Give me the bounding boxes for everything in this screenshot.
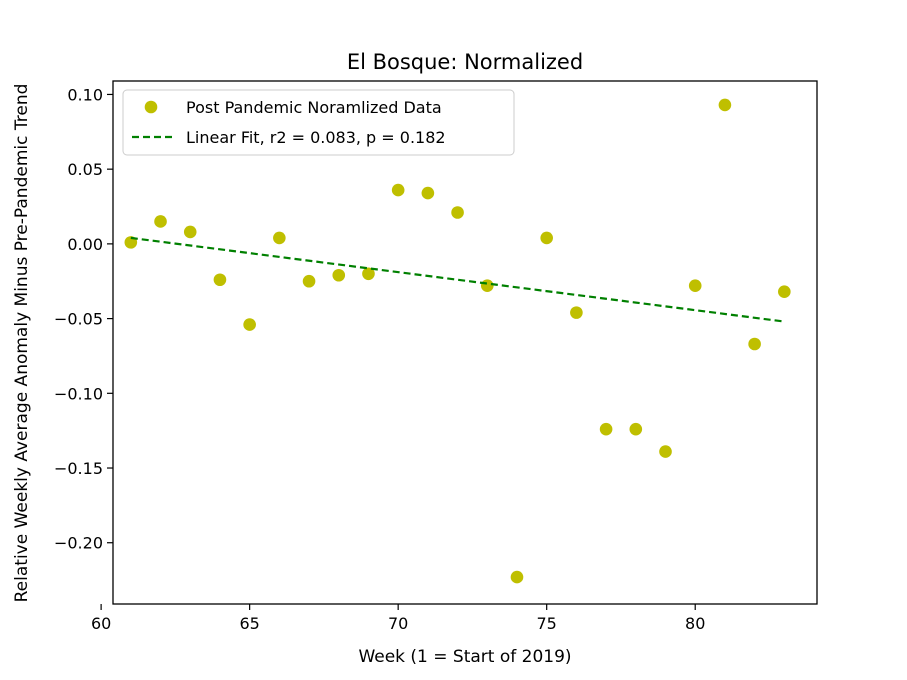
x-tick-label: 60: [91, 614, 111, 633]
data-point: [659, 445, 672, 458]
x-tick-label: 75: [537, 614, 557, 633]
data-point: [273, 231, 286, 245]
data-point: [154, 215, 167, 228]
data-point: [570, 306, 583, 319]
y-tick-label: 0.10: [67, 85, 103, 104]
data-point: [510, 570, 524, 584]
data-point: [213, 273, 227, 287]
y-axis-label: Relative Weekly Average Anomaly Minus Pr…: [12, 84, 32, 603]
data-point: [451, 206, 464, 219]
data-point: [362, 267, 375, 281]
data-point: [332, 268, 346, 282]
data-point: [718, 98, 732, 112]
y-tick-label: −0.15: [54, 459, 103, 478]
data-point: [540, 231, 553, 245]
y-tick-label: 0.00: [67, 235, 103, 254]
data-point: [748, 337, 761, 351]
y-tick-label: 0.05: [67, 160, 103, 179]
x-tick-label: 80: [685, 614, 705, 633]
y-axis: 0.10 0.05 0.00 −0.05 −0.10 −0.15 −0.20: [54, 85, 113, 553]
plot-area: [113, 81, 817, 604]
x-axis-label: Week (1 = Start of 2019): [358, 647, 571, 667]
legend-box: [122, 89, 515, 156]
data-point: [599, 422, 613, 436]
y-tick-label: −0.10: [54, 384, 103, 403]
y-tick-label: −0.05: [54, 310, 103, 329]
legend-label: Post Pandemic Noramlized Data: [186, 98, 442, 117]
data-point: [243, 318, 256, 331]
data-point: [302, 274, 316, 288]
data-point: [183, 225, 197, 239]
data-point: [778, 285, 791, 298]
legend: Post Pandemic Noramlized Data Linear Fit,…: [122, 89, 515, 156]
series-layer: [124, 98, 791, 584]
data-point: [480, 279, 494, 293]
data-point: [688, 279, 702, 293]
data-point: [391, 183, 405, 197]
plot-frame: [112, 80, 818, 605]
legend-label: Linear Fit, r2 = 0.083, p = 0.182: [186, 128, 446, 147]
legend-marker-swatch: [144, 100, 158, 114]
data-point: [629, 422, 643, 436]
x-axis: 60 65 70 75 80: [91, 604, 705, 633]
x-tick-label: 70: [388, 614, 408, 633]
y-tick-label: −0.20: [54, 534, 103, 553]
x-tick-label: 65: [239, 614, 259, 633]
chart-title: El Bosque: Normalized: [347, 50, 583, 74]
data-point: [421, 186, 435, 200]
